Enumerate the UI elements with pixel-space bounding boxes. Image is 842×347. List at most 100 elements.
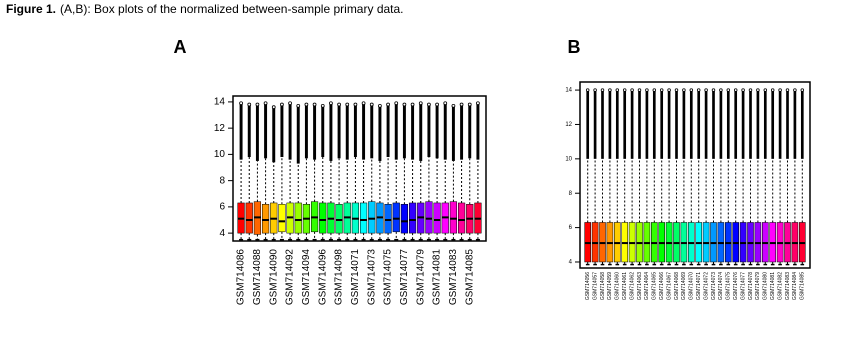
x-tick-label: GSM714083 (448, 249, 459, 306)
box-body (425, 201, 433, 234)
outlier-top (337, 102, 341, 107)
box-body (245, 202, 253, 234)
outlier-top (386, 102, 390, 107)
outliers (800, 90, 804, 159)
outlier-top (271, 105, 276, 110)
x-tick-label: GSM714070 (689, 272, 695, 300)
outlier-top (312, 102, 317, 107)
outliers (264, 103, 268, 159)
box (732, 88, 739, 266)
outliers (288, 103, 292, 160)
outliers (623, 90, 627, 159)
box (725, 88, 732, 266)
outlier-top (622, 88, 627, 92)
y-tick-label: 6 (219, 202, 225, 213)
x-tick-label: GSM714073 (711, 272, 717, 300)
outlier-top (645, 88, 649, 92)
box (628, 88, 636, 266)
outliers (255, 104, 259, 161)
outliers (586, 90, 590, 159)
x-tick-label: GSM714082 (777, 272, 783, 300)
box (665, 88, 673, 266)
box (799, 88, 806, 266)
outliers (749, 90, 752, 159)
outlier-top (741, 88, 745, 92)
box (286, 101, 294, 241)
outlier-top (435, 102, 439, 107)
outliers (321, 105, 325, 158)
x-tick-label: GSM714076 (733, 272, 739, 300)
outliers (435, 104, 439, 159)
outlier-top (637, 88, 642, 92)
box (784, 88, 791, 266)
outliers (394, 103, 398, 160)
box-body (278, 204, 286, 233)
box (392, 101, 400, 241)
box (680, 88, 688, 266)
outlier-top (288, 101, 292, 106)
x-tick-label: GSM714073 (366, 249, 377, 306)
box-body (449, 201, 458, 234)
outlier-top (659, 88, 664, 92)
box (433, 102, 441, 241)
caption: Figure 1. (A,B): Box plots of the normali… (6, 2, 404, 16)
box (294, 103, 302, 241)
outliers (630, 90, 634, 159)
box (651, 88, 658, 266)
box-body (392, 202, 400, 233)
outlier-top (608, 88, 612, 92)
outlier-top (459, 102, 464, 107)
outlier-top (778, 88, 782, 92)
y-tick-label: 10 (214, 149, 226, 160)
outliers (419, 103, 423, 161)
y-tick-label: 12 (214, 123, 226, 134)
outliers (313, 104, 317, 160)
outlier-top (378, 103, 382, 108)
outliers (329, 103, 333, 161)
outliers (734, 90, 738, 159)
x-tick-label: GSM714077 (740, 272, 746, 300)
outlier-top (793, 88, 797, 92)
outlier-top (263, 101, 268, 106)
outlier-top (667, 88, 671, 92)
box (261, 101, 270, 241)
outliers (443, 103, 447, 160)
x-tick-label: GSM714074 (718, 272, 724, 300)
box-body (359, 202, 368, 234)
caption-label: Figure 1. (6, 2, 56, 16)
x-tick-label: GSM714075 (726, 272, 732, 300)
outlier-top (247, 102, 252, 107)
outliers (719, 90, 723, 159)
outlier-top (756, 88, 760, 92)
outliers (304, 104, 308, 159)
x-tick-label: GSM714085 (800, 272, 806, 300)
outlier-top (476, 101, 480, 106)
box (335, 102, 343, 241)
box (359, 101, 368, 241)
outlier-top (369, 102, 374, 107)
y-tick-label: 4 (219, 228, 225, 239)
x-tick-label: GSM714072 (703, 272, 709, 300)
box (417, 101, 425, 241)
x-tick-label: GSM714083 (785, 272, 791, 300)
outlier-top (239, 101, 243, 106)
box (466, 102, 474, 241)
x-tick-label: GSM714063 (637, 272, 643, 300)
box (791, 88, 799, 266)
outlier-top (443, 101, 448, 106)
outliers (667, 90, 671, 159)
outliers (378, 105, 382, 161)
outliers (697, 90, 701, 159)
outlier-top (696, 88, 701, 92)
y-tick-label: 14 (565, 88, 572, 94)
outlier-top (704, 88, 708, 92)
box (643, 88, 651, 266)
outlier-top (320, 103, 325, 108)
y-tick-label: 4 (569, 260, 573, 266)
box (739, 88, 747, 266)
x-tick-label: GSM714066 (659, 272, 665, 300)
box (302, 102, 311, 241)
outliers (247, 104, 251, 158)
x-tick-label: GSM714092 (285, 249, 296, 306)
box (599, 88, 606, 266)
